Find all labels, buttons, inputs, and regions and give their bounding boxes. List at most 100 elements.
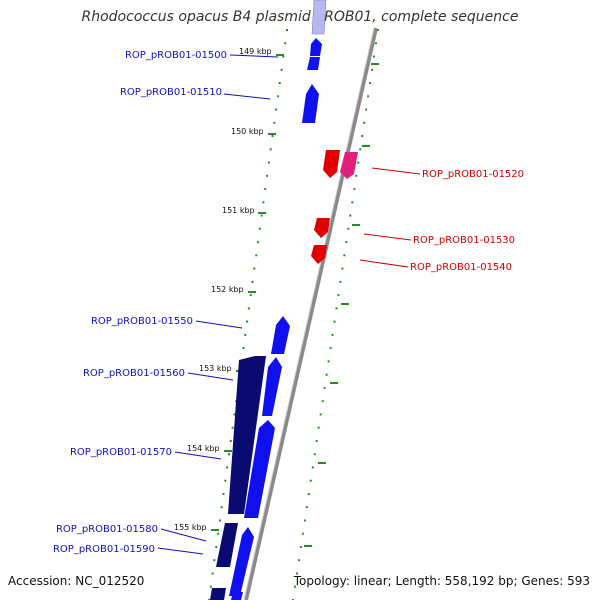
ruler-dot xyxy=(264,188,267,191)
kbp-label: 154 kbp xyxy=(187,444,220,453)
gene-label-ROP_pROB01-01560[interactable]: ROP_pROB01-01560 xyxy=(83,368,185,379)
gene-arrow-reverse[interactable] xyxy=(323,150,340,178)
ruler-dot xyxy=(317,426,320,429)
ruler-dot xyxy=(365,108,368,111)
ruler-dot xyxy=(349,214,352,217)
gene-label-ROP_pROB01-01580[interactable]: ROP_pROB01-01580 xyxy=(56,524,158,535)
ruler-dot xyxy=(319,413,322,416)
ruler-dot xyxy=(339,280,342,283)
ruler-dot xyxy=(217,532,220,535)
ruler-dot xyxy=(301,532,304,535)
ruler-dot xyxy=(337,294,340,297)
ruler-dot xyxy=(327,360,330,363)
ruler-dot xyxy=(249,294,252,297)
ruler-dot xyxy=(262,201,265,204)
gene-label-ROP_pROB01-01510[interactable]: ROP_pROB01-01510 xyxy=(120,87,222,98)
backbone-line xyxy=(244,27,378,600)
ruler-dot xyxy=(351,201,354,204)
ruler-dot xyxy=(275,108,278,111)
ruler-dot xyxy=(220,506,223,509)
gene-arrow-forward[interactable] xyxy=(307,57,320,70)
gene-label-ROP_pROB01-01550[interactable]: ROP_pROB01-01550 xyxy=(91,316,193,327)
ruler-dot xyxy=(282,55,285,58)
gene-arrow-reverse[interactable] xyxy=(314,218,330,238)
ruler-dot xyxy=(247,307,250,310)
ruler-dot xyxy=(323,386,326,389)
ruler-dot xyxy=(347,227,350,230)
kbp-label: 153 kbp xyxy=(199,364,232,373)
ruler-dot xyxy=(267,161,270,164)
gene-label-ROP_pROB01-01570[interactable]: ROP_pROB01-01570 xyxy=(70,447,172,458)
ruler-dot xyxy=(303,519,306,522)
gene-arrow-forward[interactable] xyxy=(310,38,322,56)
ruler-dot xyxy=(246,320,249,323)
gene-arrow-forward-dark[interactable] xyxy=(228,356,266,514)
ruler-dot xyxy=(242,347,245,350)
ruler-dot xyxy=(269,148,272,151)
gene-arrow-forward[interactable] xyxy=(271,316,290,354)
ruler-dot xyxy=(276,95,279,98)
ruler-dot xyxy=(297,559,300,562)
dotted-track-right xyxy=(292,29,379,600)
ruler-dot xyxy=(286,29,288,31)
gene-arrow-reverse-pink[interactable] xyxy=(340,152,358,179)
gene-arrow-forward[interactable] xyxy=(302,84,319,123)
gene-arrow-forward[interactable] xyxy=(231,592,243,600)
ruler-dot xyxy=(233,413,236,416)
gene-label-ROP_pROB01-01500[interactable]: ROP_pROB01-01500 xyxy=(125,50,227,61)
ruler-dot xyxy=(321,400,324,403)
ruler-dot xyxy=(335,307,338,310)
ruler-dot xyxy=(294,585,296,588)
ruler-dot xyxy=(228,453,230,456)
kbp-tick-152: 152 kbp xyxy=(211,285,256,294)
kbp-label: 152 kbp xyxy=(211,285,244,294)
gene-arrow-forward[interactable] xyxy=(262,357,282,416)
ruler-dot xyxy=(373,55,375,58)
ruler-dot xyxy=(315,439,318,442)
gene-label-ROP_pROB01-01520[interactable]: ROP_pROB01-01520 xyxy=(422,169,524,180)
map-title: Rhodococcus opacus B4 plasmid pROB01, co… xyxy=(81,9,519,25)
ruler-dot xyxy=(218,519,221,522)
ruler-dot xyxy=(260,214,263,217)
kbp-tick-154: 154 kbp xyxy=(187,444,232,453)
kbp-tick-149: 149 kbp xyxy=(239,47,284,56)
ruler-dot xyxy=(309,479,312,482)
ruler-dot xyxy=(345,241,348,244)
ruler-dot xyxy=(222,493,225,495)
kbp-label: 155 kbp xyxy=(174,523,207,532)
leader-lines-reverse xyxy=(359,167,421,268)
kbp-label: 149 kbp xyxy=(239,47,272,56)
gene-label-ROP_pROB01-01540[interactable]: ROP_pROB01-01540 xyxy=(410,262,512,273)
kbp-tick-151: 151 kbp xyxy=(222,206,266,215)
kbp-tick-150: 150 kbp xyxy=(231,127,276,136)
ruler-dot xyxy=(296,572,298,575)
gene-arrow-forward-dark[interactable] xyxy=(210,588,226,600)
gene-label-ROP_pROB01-01590[interactable]: ROP_pROB01-01590 xyxy=(53,544,155,555)
ruler-dot xyxy=(299,546,302,548)
ruler-dot xyxy=(251,280,254,283)
ruler-dot xyxy=(253,267,256,270)
ruler-dot xyxy=(258,227,261,230)
gene-arrow-forward[interactable] xyxy=(244,420,275,518)
ruler-dot xyxy=(305,506,308,509)
gene-arrow-forward[interactable] xyxy=(311,0,327,35)
ruler-dot xyxy=(244,333,247,336)
gene-arrow-forward-dark[interactable] xyxy=(216,523,238,567)
ruler-dot xyxy=(273,121,276,124)
ruler-dot xyxy=(307,493,310,495)
ruler-dot xyxy=(367,95,370,98)
ruler-dot xyxy=(341,267,344,270)
gene-arrow-reverse[interactable] xyxy=(311,245,327,264)
ruler-dot xyxy=(377,29,379,31)
ruler-dot xyxy=(257,241,259,244)
ruler-dot xyxy=(369,82,372,84)
ruler-dot xyxy=(280,68,283,71)
gene-label-ROP_pROB01-01530[interactable]: ROP_pROB01-01530 xyxy=(413,235,515,246)
gene-arrow-forward[interactable] xyxy=(229,527,254,596)
kbp-label: 151 kbp xyxy=(222,206,255,215)
ruler-dot xyxy=(359,148,362,151)
ruler-dot xyxy=(278,82,281,84)
ruler-dot xyxy=(355,174,358,177)
backbone-highlight xyxy=(243,27,375,600)
